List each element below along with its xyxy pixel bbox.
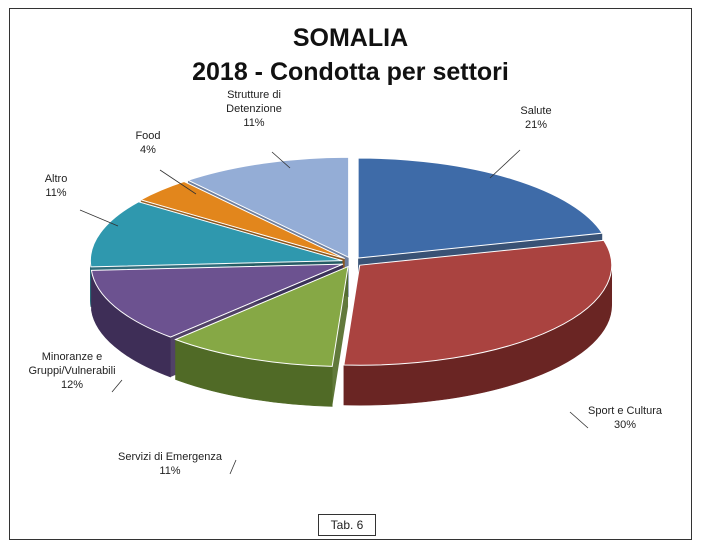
data-label-6-2: 11% [243,117,264,129]
data-label-6-0: Strutture di [227,89,281,101]
leader-line-2 [229,459,237,475]
data-label-2-0: Servizi di Emergenza [118,451,223,463]
data-label-5-0: Food [135,130,160,142]
pie-slice-servizi-di-emergenza [174,265,349,367]
pie-slice-altro [89,201,343,268]
pie-slice-face-2 [332,266,349,407]
data-label-6-1: Detenzione [226,103,282,115]
leader-line-1 [569,411,589,429]
data-label-0-1: 21% [525,119,547,131]
chart-title: SOMALIA [292,24,409,52]
data-label-4-0: Altro [45,173,68,185]
pie-labels: Salute 21% Sport e Cultura 30% Servizi di Em… [28,89,662,477]
table-reference-label: Tab. 6 [318,514,376,536]
data-label-2-1: 11% [159,465,180,477]
data-label-3-1: Gruppi/Vulnerabili [28,365,115,377]
chart-subtitle: 2018 - Condotta per settori [192,58,509,86]
leader-line-4 [79,209,119,227]
data-label-3-0: Minoranze e [42,351,103,363]
pie-slice-salute [357,157,604,259]
pie-slice-sport-e-cultura [343,239,613,366]
data-label-4-1: 11% [45,187,66,199]
leader-line-5 [159,169,197,195]
data-label-1-1: 30% [614,419,636,431]
pie-slice-minoranze-e-gruppi-vulnerabili [90,263,344,338]
pie-slice-food [139,180,345,260]
leader-line-3 [111,379,123,393]
pie-tops [89,156,613,367]
data-label-5-1: 4% [140,144,156,156]
leader-line-6 [271,151,291,169]
data-label-1-0: Sport e Cultura [588,405,663,417]
data-label-0-0: Salute [520,105,551,117]
data-label-3-2: 12% [61,379,83,391]
pie-slice-strutture-di-detenzione [186,156,350,259]
leader-line-0 [489,149,521,179]
